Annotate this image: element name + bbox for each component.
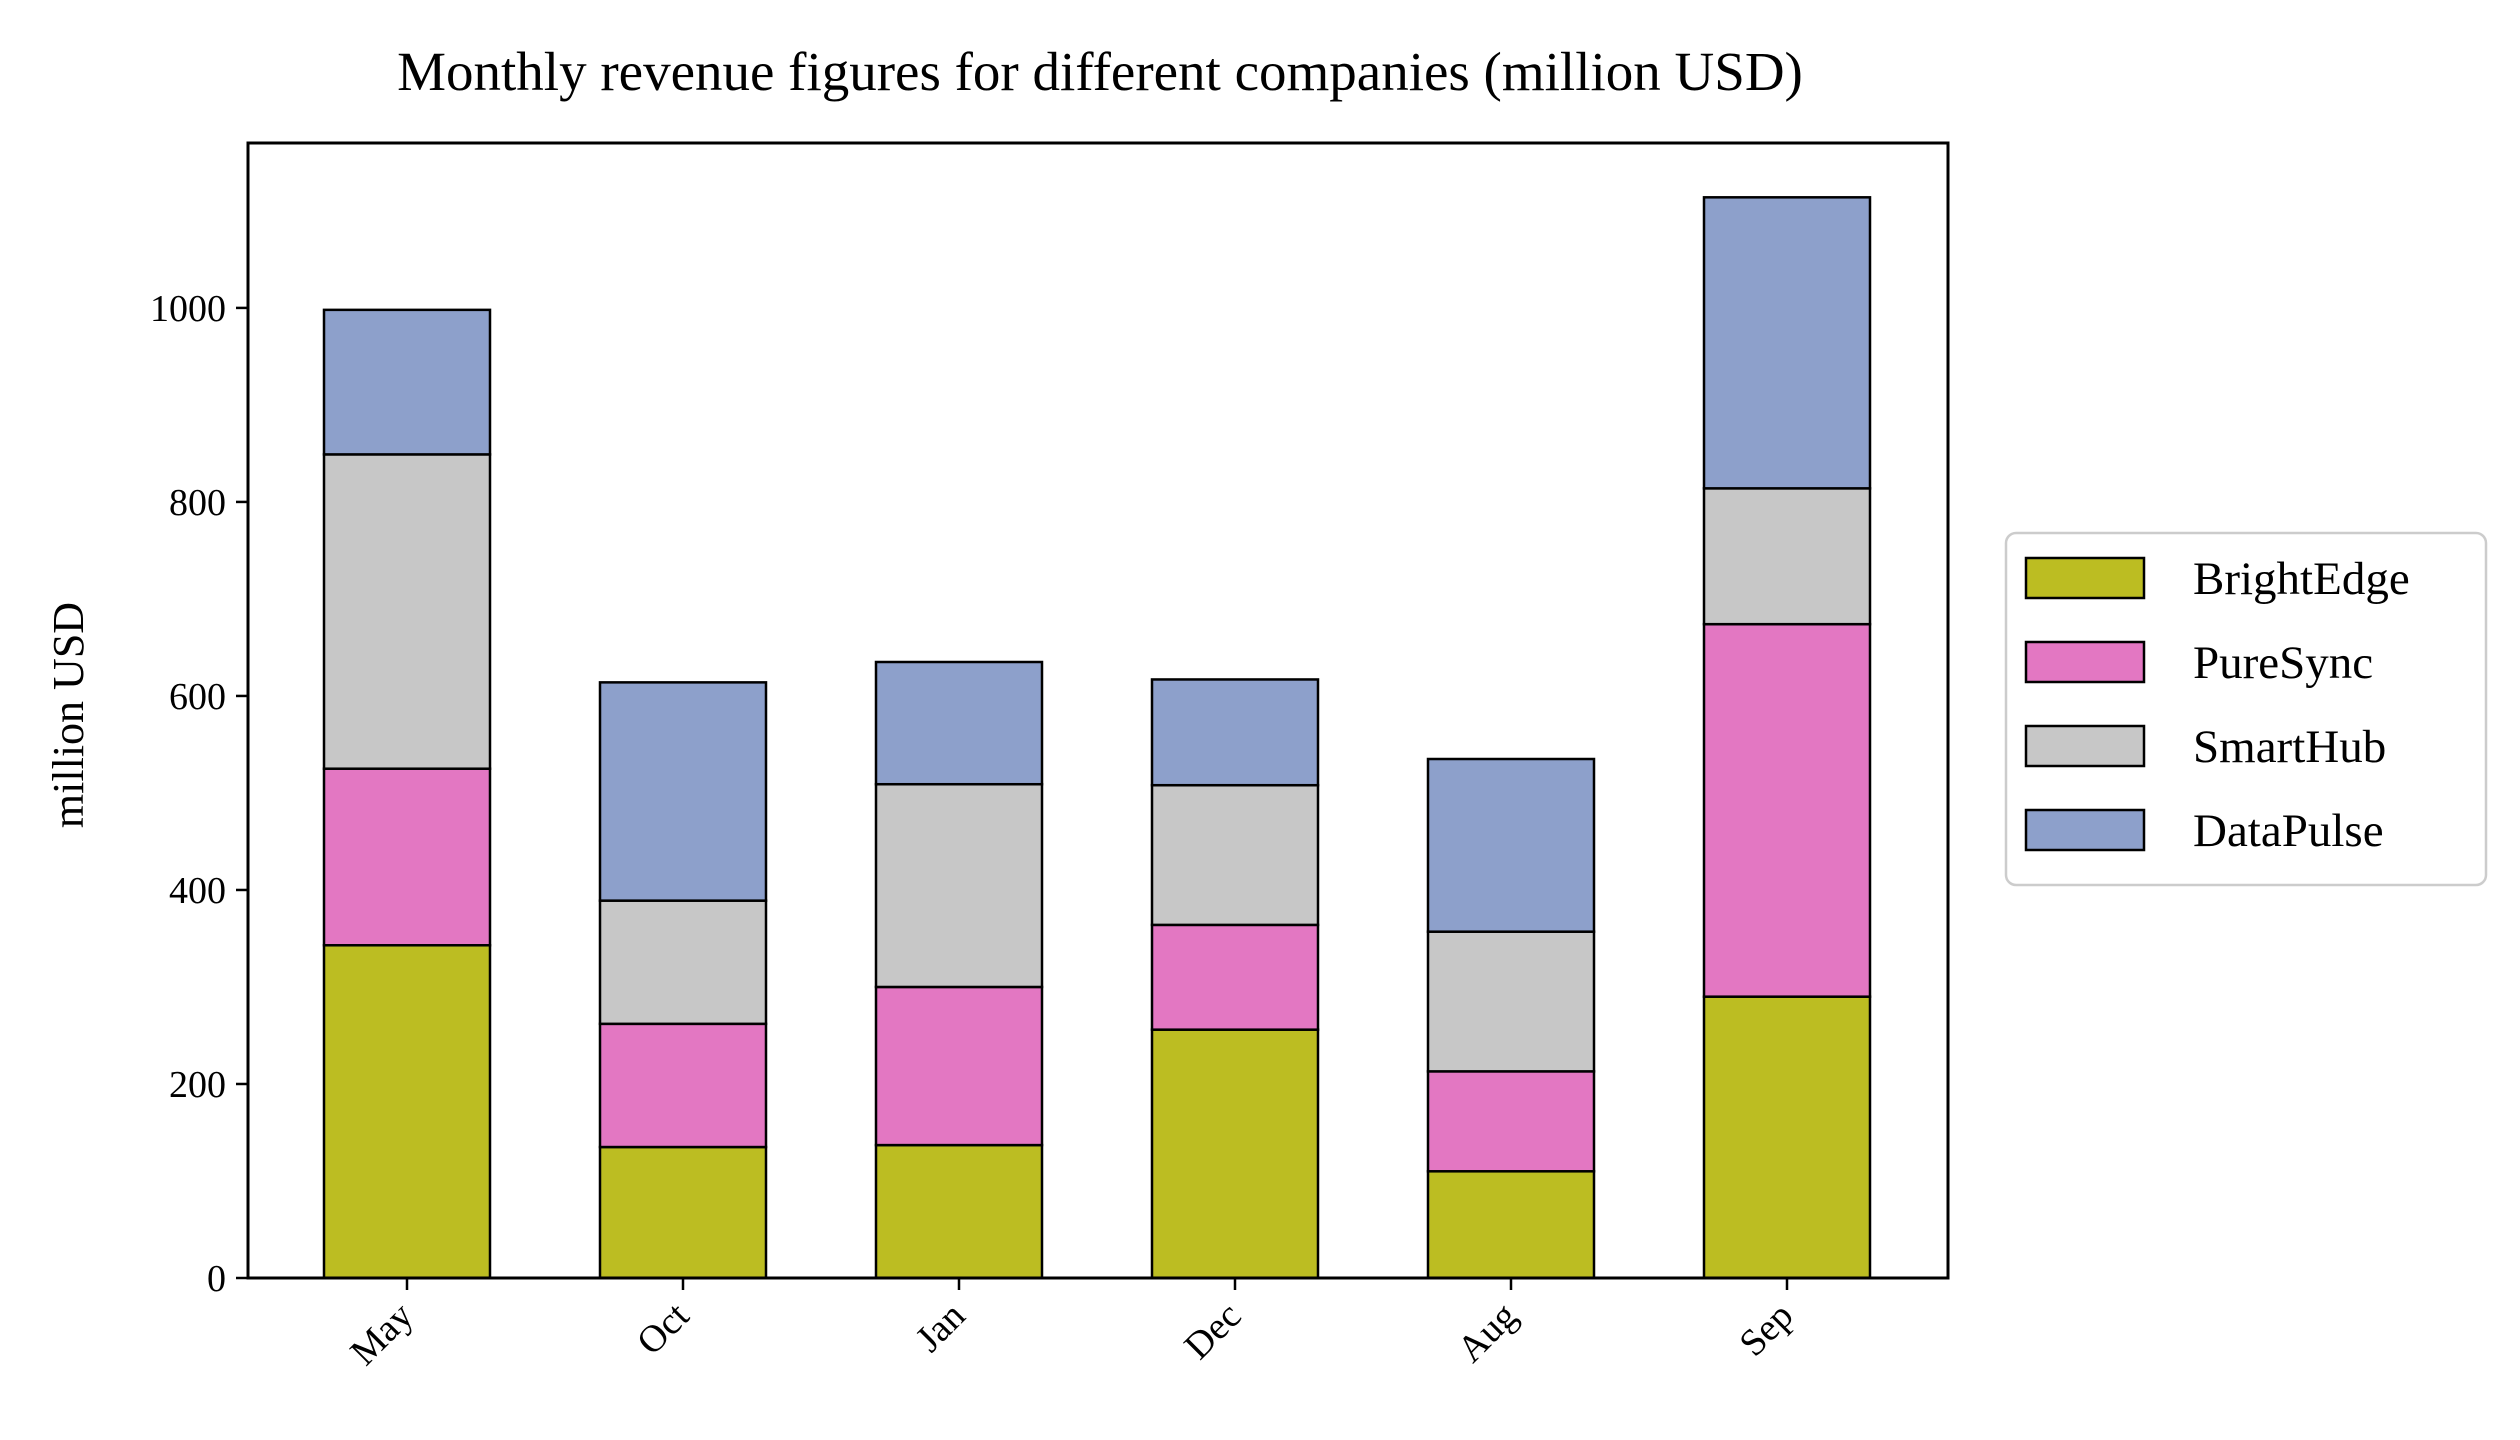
- legend-label-smarthub: SmartHub: [2193, 721, 2386, 773]
- bar-puresync-aug: [1426, 1070, 1596, 1173]
- bar-puresync-may: [322, 767, 492, 947]
- bar-brightedge-sep: [1702, 995, 1872, 1280]
- bar-brightedge-aug: [1426, 1170, 1596, 1280]
- bar-puresync-dec: [1150, 923, 1320, 1031]
- bar-puresync-jan: [874, 985, 1044, 1147]
- x-tick-label-may: May: [342, 1295, 421, 1374]
- legend-swatch-brightedge: [2024, 556, 2146, 600]
- legend-swatch-smarthub: [2024, 724, 2146, 768]
- x-axis: May Oct Jan Dec Aug Sep: [342, 1278, 1801, 1374]
- y-tick-label: 1000: [150, 288, 226, 330]
- y-tick-label: 600: [169, 676, 226, 718]
- legend-swatch-datapulse: [2024, 808, 2146, 852]
- bar-datapulse-may: [322, 308, 492, 456]
- chart-title: Monthly revenue figures for different co…: [397, 41, 1803, 102]
- bar-datapulse-jan: [874, 660, 1044, 786]
- y-tick-label: 200: [169, 1064, 226, 1106]
- bar-brightedge-may: [322, 944, 492, 1280]
- legend-label-datapulse: DataPulse: [2193, 805, 2384, 857]
- x-tick-label-jan: Jan: [908, 1295, 974, 1361]
- bar-smarthub-aug: [1426, 930, 1596, 1073]
- bar-datapulse-oct: [598, 681, 768, 902]
- x-tick-label-dec: Dec: [1176, 1295, 1249, 1368]
- bar-smarthub-may: [322, 453, 492, 770]
- legend: BrightEdge PureSync SmartHub DataPulse: [2004, 531, 2488, 887]
- bar-smarthub-sep: [1702, 487, 1872, 626]
- bars-layer: [322, 196, 1872, 1280]
- x-tick-label-sep: Sep: [1731, 1295, 1801, 1365]
- legend-label-puresync: PureSync: [2193, 637, 2373, 689]
- legend-label-brightedge: BrightEdge: [2193, 553, 2410, 605]
- y-tick-label: 800: [169, 482, 226, 524]
- legend-swatch-puresync: [2024, 640, 2146, 684]
- bar-puresync-oct: [598, 1022, 768, 1149]
- bar-puresync-sep: [1702, 622, 1872, 998]
- bar-datapulse-dec: [1150, 678, 1320, 787]
- y-axis-label: million USD: [44, 602, 93, 828]
- bar-datapulse-aug: [1426, 757, 1596, 933]
- bar-datapulse-sep: [1702, 196, 1872, 490]
- y-tick-label: 0: [207, 1258, 226, 1300]
- y-tick-label: 400: [169, 870, 226, 912]
- bar-smarthub-jan: [874, 782, 1044, 989]
- y-axis: 0 200 400 600 800 1000: [150, 288, 248, 1300]
- bar-brightedge-jan: [874, 1143, 1044, 1280]
- plot-frame: [246, 141, 1950, 1280]
- legend-box: [2004, 531, 2488, 887]
- bar-brightedge-oct: [598, 1145, 768, 1280]
- x-tick-label-aug: Aug: [1449, 1295, 1525, 1371]
- bar-smarthub-oct: [598, 899, 768, 1026]
- x-tick-label-oct: Oct: [629, 1294, 698, 1363]
- bar-brightedge-dec: [1150, 1028, 1320, 1280]
- bar-smarthub-dec: [1150, 783, 1320, 927]
